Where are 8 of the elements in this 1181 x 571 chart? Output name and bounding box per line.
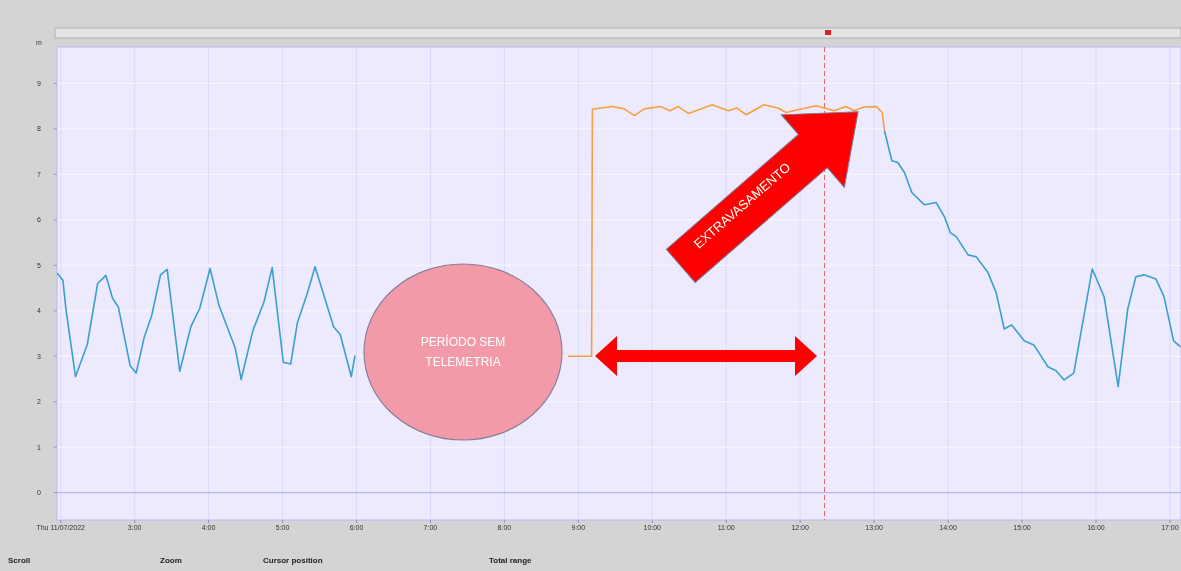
text: Scroll	[8, 556, 31, 565]
line-series	[57, 265, 356, 381]
text: Total range	[489, 556, 533, 565]
annotation: PERÍODO SEM TELEMETRIA	[420, 334, 506, 369]
text: Zoom	[160, 556, 182, 565]
line-series	[883, 129, 1181, 388]
text: Cursor position	[263, 556, 323, 565]
line-series	[567, 103, 886, 358]
